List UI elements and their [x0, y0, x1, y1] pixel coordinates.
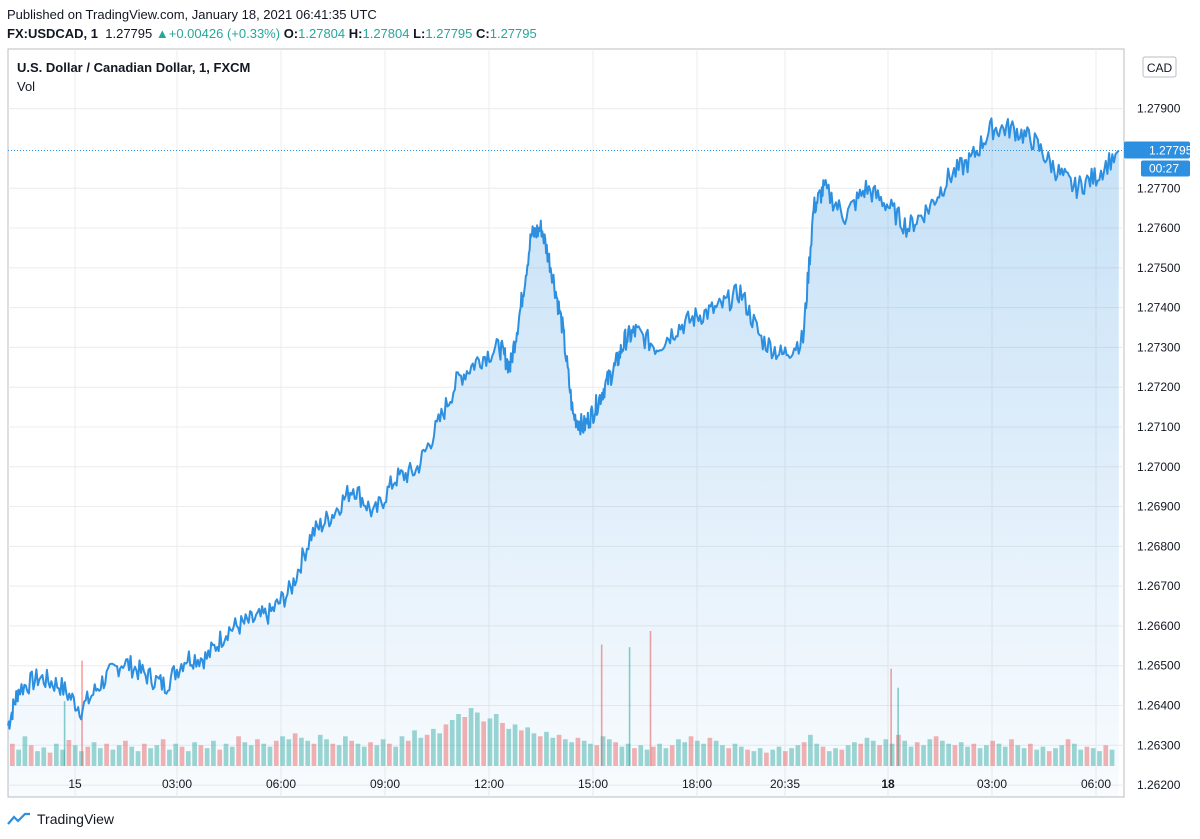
high-value: 1.27804 — [362, 26, 410, 41]
x-tick-label: 03:00 — [977, 777, 1007, 791]
high-label: H: — [348, 26, 363, 41]
y-tick-label: 1.26800 — [1137, 539, 1181, 553]
footer: TradingView — [7, 808, 114, 830]
last-price-badge: 1.27795 00:27 — [1124, 141, 1193, 177]
x-tick-label: 15:00 — [578, 777, 608, 791]
low-label: L: — [413, 26, 426, 41]
close-value: 1.27795 — [489, 26, 537, 41]
y-tick-label: 1.26900 — [1137, 500, 1181, 514]
x-tick-label: 20:35 — [770, 777, 800, 791]
y-tick-label: 1.26500 — [1137, 659, 1181, 673]
price-line — [7, 117, 1120, 730]
y-tick-label: 1.27700 — [1137, 181, 1181, 195]
y-tick-label: 1.27300 — [1137, 340, 1181, 354]
x-tick-label: 03:00 — [162, 777, 192, 791]
tradingview-logo-icon — [7, 812, 30, 825]
open-label: O: — [283, 26, 299, 41]
x-tick-label: 09:00 — [370, 777, 400, 791]
x-tick-label: 06:00 — [1081, 777, 1111, 791]
x-tick-label: 18:00 — [682, 777, 712, 791]
close-label: C: — [476, 26, 490, 41]
symbol-summary: FX:USDCAD, 1 1.27795 ▲+0.00426 (+0.33%) … — [7, 26, 537, 41]
up-triangle-icon: ▲ — [155, 26, 169, 41]
price-area — [8, 118, 1119, 797]
y-tick-label: 1.26300 — [1137, 738, 1181, 752]
symbol-label: FX:USDCAD, 1 — [7, 26, 99, 41]
y-tick-label: 1.27100 — [1137, 420, 1181, 434]
low-value: 1.27795 — [425, 26, 473, 41]
x-tick-label: 12:00 — [474, 777, 504, 791]
x-tick-label: 15 — [68, 777, 82, 791]
y-tick-label: 1.27000 — [1137, 460, 1181, 474]
y-tick-label: 1.26700 — [1137, 579, 1181, 593]
last-price-badge-text: 1.27795 — [1149, 143, 1193, 157]
currency-label: CAD — [1147, 61, 1173, 75]
y-tick-label: 1.27400 — [1137, 301, 1181, 315]
y-tick-label: 1.27900 — [1137, 102, 1181, 116]
y-tick-label: 1.26400 — [1137, 698, 1181, 712]
tradingview-brand: TradingView — [37, 811, 115, 827]
price-axis[interactable]: 1.26200 1.26300 1.26400 1.26500 1.26600 1.267… — [1137, 102, 1181, 792]
x-tick-label: 18 — [881, 777, 895, 791]
countdown-badge-text: 00:27 — [1149, 161, 1179, 175]
last-price: 1.27795 — [105, 26, 153, 41]
x-tick-label: 06:00 — [266, 777, 296, 791]
y-tick-label: 1.27200 — [1137, 380, 1181, 394]
y-tick-label: 1.26200 — [1137, 778, 1181, 792]
currency-badge[interactable] — [1142, 56, 1177, 78]
volume-legend: Vol — [17, 79, 35, 94]
chart-title: U.S. Dollar / Canadian Dollar, 1, FXCM — [17, 60, 250, 75]
y-tick-label: 1.27600 — [1137, 221, 1181, 235]
y-tick-label: 1.26600 — [1137, 619, 1181, 633]
y-tick-label: 1.27500 — [1137, 261, 1181, 275]
time-axis[interactable]: 15 03:00 06:00 09:00 12:00 15:00 18:00 20:35 18 0… — [68, 777, 1111, 791]
published-note: Published on TradingView.com, January 18… — [7, 7, 377, 22]
price-change: +0.00426 (+0.33%) — [168, 26, 281, 41]
open-value: 1.27804 — [298, 26, 346, 41]
